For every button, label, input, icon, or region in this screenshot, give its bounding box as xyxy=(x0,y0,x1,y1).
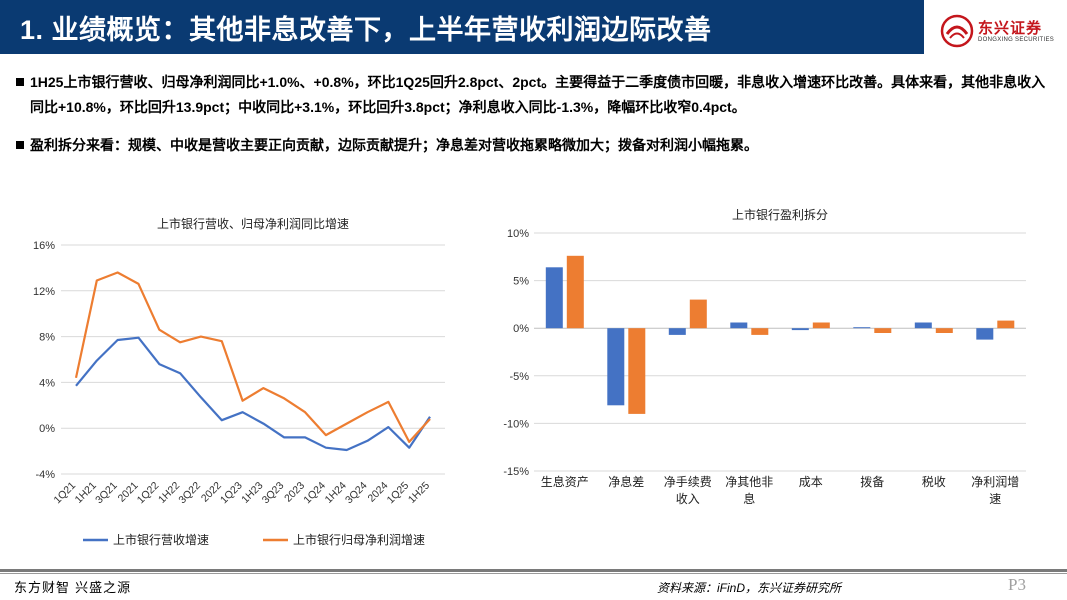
y-tick-label: 8% xyxy=(39,332,55,344)
chart-title: 上市银行盈利拆分 xyxy=(732,207,828,222)
series-line xyxy=(74,271,431,443)
y-tick-label: 12% xyxy=(33,286,55,298)
bar xyxy=(914,322,932,329)
y-tick-label: -4% xyxy=(35,469,55,481)
y-tick-label: -5% xyxy=(509,371,529,383)
chart-title: 上市银行营收、归母净利润同比增速 xyxy=(157,216,349,231)
x-category-label: 速 xyxy=(989,492,1001,506)
bar xyxy=(874,328,892,333)
x-tick-label: 1H21 xyxy=(73,480,99,506)
y-tick-label: 5% xyxy=(513,276,529,288)
x-tick-label: 1Q24 xyxy=(301,480,328,507)
x-category-label: 净利润增 xyxy=(971,475,1019,489)
bullet-item: 盈利拆分来看：规模、中收是营收主要正向贡献，边际贡献提升；净息差对营收拖累略微加… xyxy=(14,133,1054,158)
bar xyxy=(668,328,686,335)
line-chart-svg: 上市银行营收、归母净利润同比增速-4%0%4%8%12%16%1Q211H213… xyxy=(33,216,445,547)
bullet-list: 1H25上市银行营收、归母净利润同比+1.0%、+0.8%，环比1Q25回升2.… xyxy=(14,70,1054,158)
bullet-square-icon xyxy=(16,141,24,149)
x-tick-label: 1H24 xyxy=(323,480,349,506)
y-tick-label: 10% xyxy=(507,228,529,240)
y-tick-label: 16% xyxy=(33,240,55,252)
bar xyxy=(751,328,769,335)
legend-label: 上市银行营收增速 xyxy=(113,532,209,547)
x-category-label: 收入 xyxy=(676,492,700,506)
bullet-item: 1H25上市银行营收、归母净利润同比+1.0%、+0.8%，环比1Q25回升2.… xyxy=(14,70,1054,120)
bar xyxy=(607,328,625,406)
x-category-label: 税收 xyxy=(922,475,946,489)
x-category-label: 净手续费 xyxy=(664,475,712,489)
data-source: 资料来源：iFinD，东兴证券研究所 xyxy=(657,581,842,595)
bar xyxy=(997,320,1015,329)
x-tick-label: 1H22 xyxy=(156,480,182,506)
bar xyxy=(628,328,646,414)
bullet-square-icon xyxy=(16,78,24,86)
logo-text-en: DONGXING SECURITIES xyxy=(978,37,1055,43)
x-tick-label: 3Q21 xyxy=(93,480,120,507)
footer-divider-thin xyxy=(0,573,1067,574)
y-tick-label: 0% xyxy=(39,423,55,435)
logo-text-cn: 东兴证券 xyxy=(978,20,1043,37)
footer-divider xyxy=(0,569,1067,572)
x-tick-label: 1H23 xyxy=(239,480,265,506)
page-title: 1. 业绩概览：其他非息改善下，上半年营收利润边际改善 xyxy=(20,15,712,45)
x-category-label: 息 xyxy=(743,491,755,506)
x-tick-label: 1Q22 xyxy=(135,480,162,507)
bar xyxy=(791,328,809,331)
bar-chart: 上市银行盈利拆分 -15% -10% -5% 0% 5% 10% 生息资产 净息差 净手续费收入 净… xyxy=(486,200,1046,520)
bar xyxy=(976,328,994,340)
x-tick-label: 3Q23 xyxy=(260,480,287,507)
x-tick-label: 1Q21 xyxy=(51,480,78,507)
page-number: P3 xyxy=(1008,575,1026,594)
x-category-label: 生息资产 xyxy=(541,474,589,489)
logo-mark-icon xyxy=(940,14,974,48)
footer-slogan: 东方财智 兴盛之源 xyxy=(14,581,132,596)
series-line xyxy=(75,336,431,452)
y-tick-label: -15% xyxy=(503,466,529,478)
y-tick-label: 4% xyxy=(39,377,55,389)
bar xyxy=(566,255,584,329)
y-tick-label: -10% xyxy=(503,418,529,430)
bar xyxy=(730,322,748,329)
bar xyxy=(812,322,830,329)
x-tick-label: 3Q22 xyxy=(176,480,203,507)
x-tick-label: 1H25 xyxy=(406,480,432,506)
x-tick-label: 3Q24 xyxy=(343,480,370,507)
x-category-label: 净息差 xyxy=(608,474,644,489)
title-bar: 1. 业绩概览：其他非息改善下，上半年营收利润边际改善 xyxy=(0,0,924,54)
bullet-text: 1H25上市银行营收、归母净利润同比+1.0%、+0.8%，环比1Q25回升2.… xyxy=(30,74,1046,115)
x-category-label: 成本 xyxy=(799,475,823,489)
x-category-label: 拨备 xyxy=(860,475,884,489)
bar xyxy=(935,328,953,333)
company-logo: 东兴证券 DONGXING SECURITIES xyxy=(930,4,1060,56)
bullet-text: 盈利拆分来看：规模、中收是营收主要正向贡献，边际贡献提升；净息差对营收拖累略微加… xyxy=(30,137,758,153)
line-chart: 上市银行营收、归母净利润同比增速 -4% 0% 4% 8% 12% 16% 1Q21 1H21 3… xyxy=(28,210,468,555)
x-tick-label: 1Q23 xyxy=(218,480,245,507)
bar xyxy=(853,327,871,329)
x-tick-label: 1Q25 xyxy=(385,480,412,507)
x-category-label: 净其他非 xyxy=(725,475,773,489)
legend-label: 上市银行归母净利润增速 xyxy=(293,532,425,547)
bar xyxy=(545,267,563,329)
bar xyxy=(689,299,707,329)
y-tick-label: 0% xyxy=(513,323,529,335)
